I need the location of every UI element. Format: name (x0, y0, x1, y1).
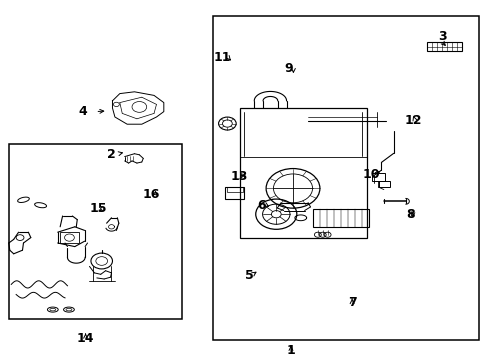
Text: 13: 13 (230, 170, 248, 183)
Bar (426, 42, 461, 51)
Bar (224, 187, 244, 199)
Text: 16: 16 (142, 188, 160, 201)
Bar (9, 144, 182, 319)
Text: 11: 11 (213, 51, 231, 64)
Text: 9: 9 (284, 62, 292, 75)
Bar (239, 108, 366, 238)
Bar (60, 232, 79, 243)
Text: 8: 8 (406, 208, 414, 221)
Text: 6: 6 (257, 199, 265, 212)
Bar (212, 16, 478, 340)
Text: 7: 7 (347, 296, 356, 309)
Bar (371, 174, 385, 181)
Text: 1: 1 (286, 345, 295, 357)
Bar (312, 209, 368, 227)
Text: 12: 12 (404, 114, 421, 127)
Text: 5: 5 (244, 269, 253, 282)
Text: 10: 10 (362, 168, 380, 181)
Text: 15: 15 (90, 202, 107, 215)
Text: 2: 2 (107, 148, 116, 161)
Bar (226, 187, 242, 192)
Text: 4: 4 (79, 105, 87, 118)
Text: 14: 14 (77, 332, 94, 345)
Bar (378, 181, 389, 187)
Text: 3: 3 (437, 30, 446, 42)
